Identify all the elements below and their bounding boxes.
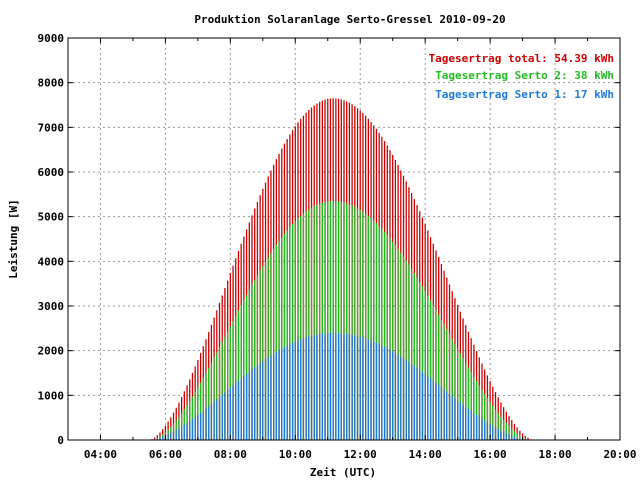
y-tick-label: 9000 — [38, 32, 65, 45]
x-axis-label: Zeit (UTC) — [310, 466, 376, 479]
y-tick-label: 8000 — [38, 77, 65, 90]
x-tick-label: 10:00 — [279, 448, 312, 461]
legend-serto1: Tagesertrag Serto 1: 17 kWh — [435, 88, 614, 101]
y-tick-label: 4000 — [38, 255, 65, 268]
y-tick-label: 6000 — [38, 166, 65, 179]
x-tick-label: 16:00 — [474, 448, 507, 461]
y-tick-label: 5000 — [38, 211, 65, 224]
x-tick-label: 08:00 — [214, 448, 247, 461]
plot-frame — [67, 37, 621, 441]
legend-total: Tagesertrag total: 54.39 kWh — [429, 52, 614, 65]
x-tick-label: 06:00 — [149, 448, 182, 461]
y-axis-ticks: 0 1000 2000 3000 4000 5000 6000 7000 8000 9000 — [38, 32, 620, 447]
legend-serto2: Tagesertrag Serto 2: 38 kWh — [435, 69, 614, 82]
x-tick-label: 14:00 — [409, 448, 442, 461]
x-tick-label: 12:00 — [344, 448, 377, 461]
y-tick-label: 7000 — [38, 121, 65, 134]
series-serto1-bars — [151, 332, 526, 440]
x-axis-ticks: 04:00 06:00 08:00 10:00 12:00 14:00 16:00 18:00… — [67, 38, 637, 461]
y-tick-label: 2000 — [38, 345, 65, 358]
x-tick-label: 18:00 — [538, 448, 571, 461]
y-axis-label: Leistung [W] — [7, 199, 20, 278]
y-tick-label: 1000 — [38, 389, 65, 402]
x-tick-label: 04:00 — [84, 448, 117, 461]
x-tick-label: 20:00 — [603, 448, 636, 461]
y-tick-label: 0 — [57, 434, 64, 447]
y-tick-label: 3000 — [38, 300, 65, 313]
chart-title: Produktion Solaranlage Serto-Gressel 201… — [194, 13, 505, 26]
